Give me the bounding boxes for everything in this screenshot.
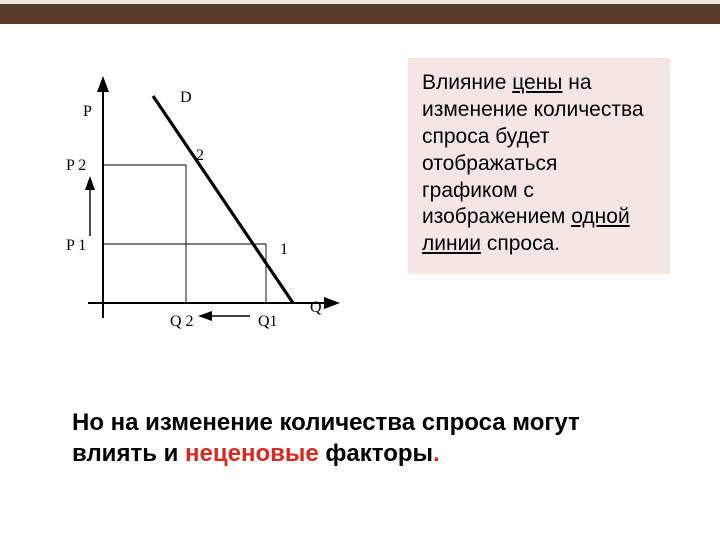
panel-t1: Влияние [422,71,512,94]
demand-chart-svg: P D P 2 P 1 2 1 Q 2 Q1 Q [48,58,368,368]
label-q: Q [310,299,322,316]
y-axis-arrow [97,76,109,92]
explanation-panel: Влияние цены на изменение количества спр… [408,58,670,274]
label-pt1: 1 [280,241,288,258]
price-up-arrow-head [85,176,95,190]
panel-t3: спроса. [481,232,560,255]
label-pt2: 2 [196,147,204,164]
bottom-t2: факторы [319,440,433,467]
panel-u1: цены [512,71,562,94]
label-p1: P 1 [66,237,86,254]
slide-content: P D P 2 P 1 2 1 Q 2 Q1 Q Влияние цены на… [0,30,720,540]
slide-top-inner [0,0,720,4]
demand-line [153,96,293,303]
bottom-text: Но на изменение количества спроса могут … [72,408,632,469]
label-q2: Q 2 [170,313,194,330]
label-p2: P 2 [66,157,86,174]
label-q1: Q1 [258,313,278,330]
x-axis-arrow [324,297,340,309]
bottom-red: неценовые [185,440,319,467]
bottom-dot: . [433,440,440,467]
slide-top-border [0,0,720,24]
qty-left-arrow-head [198,311,212,321]
explanation-text: Влияние цены на изменение количества спр… [422,70,656,258]
label-d: D [180,89,192,106]
label-p: P [83,103,92,120]
demand-chart: P D P 2 P 1 2 1 Q 2 Q1 Q [48,58,368,368]
